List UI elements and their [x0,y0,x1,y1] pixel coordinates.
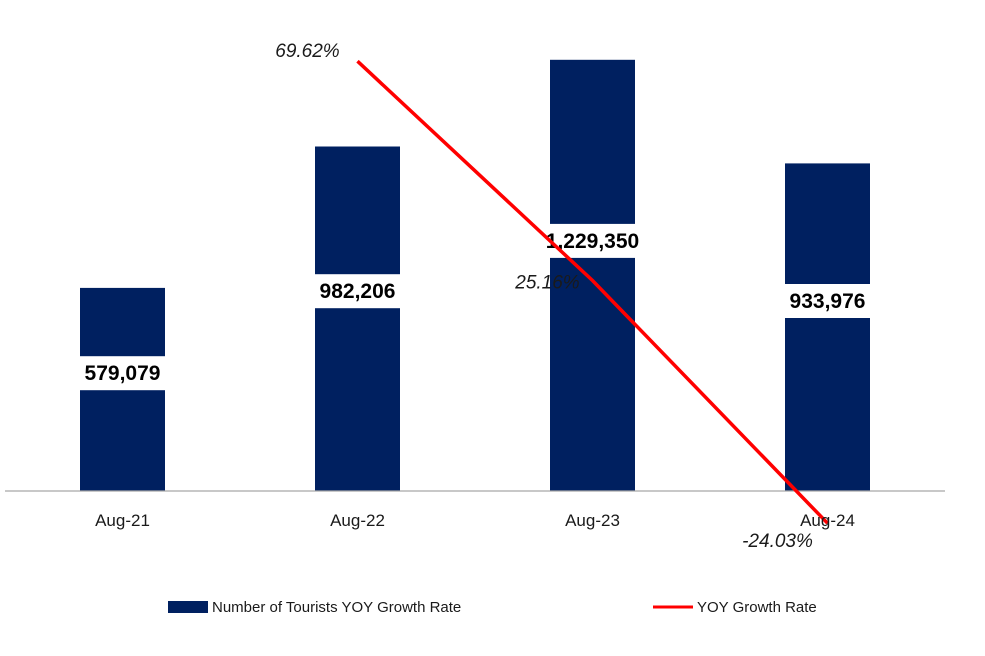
growth-line-group: 69.62% 25.16% -24.03% [275,41,829,552]
bar-value-label: 933,976 [790,290,866,313]
x-tick-label: Aug-22 [330,511,385,530]
growth-rate-label: 25.16% [514,273,580,294]
bar-value-label: 982,206 [320,280,396,303]
bar-value-label-bg [537,223,648,258]
x-tick-labels: Aug-21 Aug-22 Aug-23 Aug-24 [95,511,855,530]
x-tick-label: Aug-24 [800,511,855,530]
growth-rate-label: -24.03% [742,531,813,552]
growth-rate-label: 69.62% [275,41,340,62]
legend-bar-swatch [168,601,208,613]
bar-value-label-bg [78,356,167,391]
bar-aug-24 [785,163,870,491]
bar-aug-22 [315,146,400,491]
bar-value-label-bg [313,274,402,309]
bars-group [80,59,870,492]
legend-bar-label: Number of Tourists YOY Growth Rate [212,599,461,616]
growth-rate-line [356,59,829,525]
bar-value-label-bg [783,284,872,318]
legend: Number of Tourists YOY Growth Rate YOY G… [168,599,817,616]
legend-line-label: YOY Growth Rate [697,599,817,616]
x-tick-label: Aug-23 [565,511,620,530]
bar-labels-group: 579,079 982,206 1,229,350 933,976 [78,223,872,391]
x-tick-label: Aug-21 [95,511,150,530]
bar-value-label: 579,079 [85,362,161,385]
bar-aug-23 [550,59,635,492]
bar-value-label: 1,229,350 [546,230,639,253]
